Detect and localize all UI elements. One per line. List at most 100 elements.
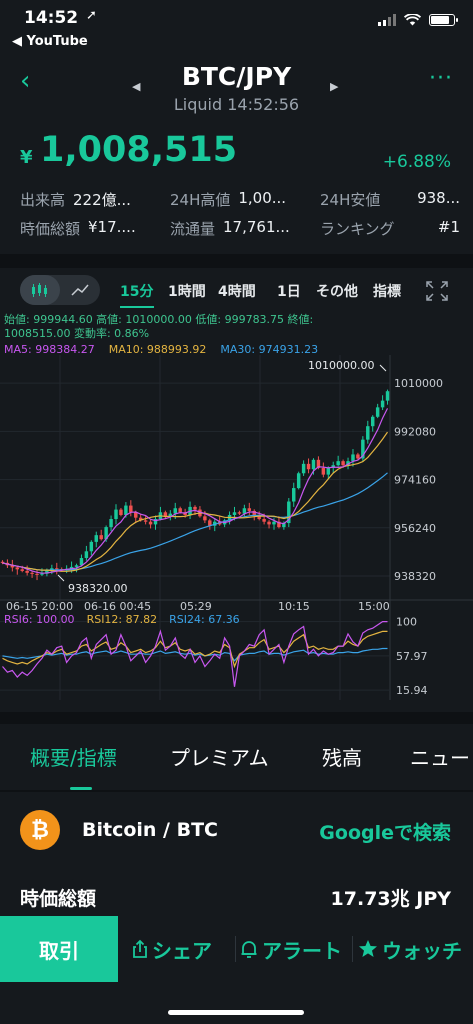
candle-body bbox=[30, 572, 34, 574]
candle-body bbox=[148, 521, 153, 525]
alert-button[interactable]: アラート bbox=[240, 934, 342, 964]
ma5-line bbox=[2, 408, 389, 574]
battery-icon bbox=[429, 14, 458, 26]
candle-body bbox=[292, 488, 296, 502]
rsi-tick-label: 100 bbox=[396, 616, 417, 629]
star-icon bbox=[359, 940, 377, 957]
timeframe-4h[interactable]: 4時間 bbox=[218, 284, 256, 300]
stat-value: #1 bbox=[437, 218, 460, 236]
rsi6-value: RSI6: 100.00 bbox=[4, 613, 75, 626]
indicator-menu[interactable]: 指標 bbox=[373, 284, 401, 300]
stat-market-cap: 時価総額 ¥17.... bbox=[20, 218, 170, 239]
low-price-label: 938320.00 bbox=[68, 582, 128, 595]
stat-label: 出来高 bbox=[20, 191, 66, 209]
bar-separator bbox=[352, 936, 353, 962]
candle-body bbox=[20, 569, 24, 571]
stat-label: ランキング bbox=[320, 220, 395, 238]
candlestick-icon[interactable] bbox=[20, 275, 60, 305]
candle-body bbox=[232, 512, 237, 515]
candle-body bbox=[74, 565, 79, 567]
low-marker bbox=[57, 574, 65, 582]
ohlc-line: 1008515.00 変動率: 0.86% bbox=[4, 327, 150, 340]
ma-legend: MA5: 998384.27 MA10: 988993.92 MA30: 974… bbox=[4, 343, 318, 356]
status-time: 14:52 bbox=[24, 8, 79, 28]
candle-body bbox=[143, 520, 148, 522]
candle-body bbox=[153, 519, 158, 525]
y-tick-label: 938320 bbox=[394, 570, 436, 583]
stat-value: 222億... bbox=[73, 191, 131, 209]
share-icon bbox=[133, 939, 147, 958]
candle-body bbox=[134, 512, 138, 518]
share-button[interactable]: シェア bbox=[132, 934, 212, 964]
candle-body bbox=[351, 454, 355, 462]
y-tick-label: 974160 bbox=[394, 474, 436, 487]
stat-ranking: ランキング #1 bbox=[320, 218, 460, 239]
watch-label: ウォッチ bbox=[382, 938, 462, 963]
alert-label: アラート bbox=[262, 938, 342, 963]
timeframe-1h[interactable]: 1時間 bbox=[168, 284, 206, 300]
expand-icon[interactable] bbox=[425, 280, 449, 302]
detail-tabs: 概要/指標 プレミアム 残高 ニュー bbox=[0, 724, 473, 790]
market-cap-label: 時価総額 bbox=[20, 888, 97, 910]
stat-label: 流通量 bbox=[170, 220, 216, 238]
candle-body bbox=[55, 568, 59, 570]
candle-body bbox=[119, 509, 123, 515]
next-pair-icon[interactable]: ▶ bbox=[330, 80, 339, 93]
google-search-link[interactable]: Googleで検索 bbox=[319, 822, 451, 844]
candle-body bbox=[124, 505, 128, 515]
candle-body bbox=[311, 459, 316, 470]
stat-label: 時価総額 bbox=[20, 220, 81, 238]
chart-type-toggle[interactable] bbox=[20, 275, 100, 305]
candle-body bbox=[336, 461, 340, 466]
candle-body bbox=[356, 454, 360, 459]
candle-body bbox=[321, 467, 326, 475]
candle-body bbox=[104, 527, 108, 540]
candle-body bbox=[262, 519, 266, 522]
timeframe-other[interactable]: その他 bbox=[316, 284, 358, 300]
candle-body bbox=[94, 535, 98, 542]
section-divider bbox=[0, 712, 473, 724]
candle-body bbox=[69, 566, 74, 569]
candle-body bbox=[193, 506, 197, 510]
x-tick-label: 06-15 20:00 bbox=[6, 600, 74, 613]
trade-button[interactable]: 取引 bbox=[0, 916, 118, 982]
more-icon[interactable]: ··· bbox=[429, 66, 453, 91]
candle-body bbox=[208, 520, 212, 526]
tab-balance[interactable]: 残高 bbox=[322, 746, 362, 770]
timeframe-1d[interactable]: 1日 bbox=[277, 284, 301, 300]
back-icon[interactable]: ‹ bbox=[20, 66, 31, 96]
candle-body bbox=[242, 508, 247, 514]
stat-label: 24H高値 bbox=[170, 191, 231, 209]
bottom-action-bar: 取引 シェア アラート ウォッチ bbox=[0, 914, 473, 1024]
watch-button[interactable]: ウォッチ bbox=[358, 934, 462, 964]
stat-circulation: 流通量 17,761... bbox=[170, 218, 320, 239]
ma5-value: MA5: 998384.27 bbox=[4, 343, 95, 356]
cellular-signal-icon bbox=[378, 14, 396, 26]
price-change: +6.88% bbox=[382, 152, 451, 172]
line-chart-icon[interactable] bbox=[60, 275, 100, 305]
candle-body bbox=[168, 513, 173, 517]
stat-24h-low: 24H安値 938... bbox=[320, 189, 460, 210]
candle-body bbox=[99, 535, 103, 540]
candle-body bbox=[45, 570, 49, 574]
candle-body bbox=[35, 573, 39, 575]
candle-body bbox=[0, 561, 5, 563]
timeframe-underline bbox=[120, 306, 154, 308]
tab-premium[interactable]: プレミアム bbox=[170, 746, 269, 770]
x-tick-label: 10:15 bbox=[278, 600, 310, 613]
market-cap-value: 17.73兆 JPY bbox=[330, 888, 451, 910]
bell-icon bbox=[241, 941, 257, 958]
candle-body bbox=[306, 463, 311, 470]
back-to-app-link[interactable]: ◀ YouTube bbox=[12, 34, 88, 49]
price-chart[interactable]: 1010000 992080 974160 956240 938320 1010000.0… bbox=[0, 355, 473, 712]
candle-body bbox=[326, 467, 331, 475]
tab-news[interactable]: ニュー bbox=[410, 746, 470, 770]
tab-overview[interactable]: 概要/指標 bbox=[30, 746, 117, 770]
y-tick-label: 956240 bbox=[394, 522, 436, 535]
timeframe-15m[interactable]: 15分 bbox=[120, 284, 154, 300]
candle-body bbox=[252, 510, 256, 515]
prev-pair-icon[interactable]: ◀ bbox=[132, 80, 141, 93]
rsi24-line bbox=[2, 647, 388, 662]
stat-value: 17,761... bbox=[223, 218, 290, 236]
candle-body bbox=[203, 516, 207, 521]
